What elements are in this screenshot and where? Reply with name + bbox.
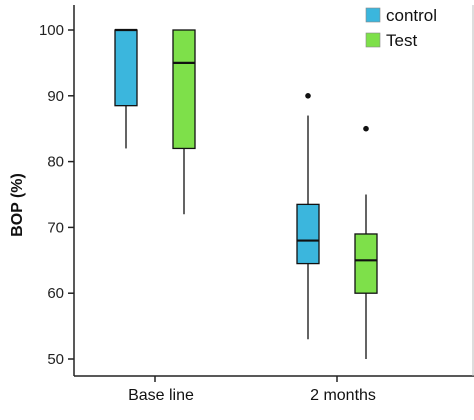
legend-label-control: control <box>386 6 437 25</box>
y-tick-label: 60 <box>47 285 64 302</box>
y-axis-title: BOP (%) <box>9 173 26 237</box>
box-iqr <box>172 29 196 150</box>
x-ticks: Base line 2 months <box>128 376 376 404</box>
outlier-point <box>363 125 369 132</box>
legend-swatch-control <box>365 7 381 23</box>
box-test-0 <box>172 29 196 215</box>
legend-label-test: Test <box>386 31 417 50</box>
y-tick-label: 90 <box>47 88 64 105</box>
axes <box>73 5 474 377</box>
y-tick-label: 100 <box>39 22 64 39</box>
box-control-0 <box>114 28 138 149</box>
y-tick-label: 80 <box>47 154 64 171</box>
y-ticks: 50 60 70 80 90 100 <box>39 22 74 368</box>
y-tick-label: 70 <box>47 219 64 236</box>
x-category-label: 2 months <box>310 387 376 404</box>
boxes <box>114 28 378 359</box>
legend: control Test <box>365 6 437 50</box>
box-test-1 <box>354 125 378 359</box>
box-iqr <box>354 233 378 294</box>
box-iqr <box>114 29 138 107</box>
y-tick-label: 50 <box>47 351 64 368</box>
box-control-1 <box>296 93 320 340</box>
x-category-label: Base line <box>128 387 194 404</box>
box-iqr <box>296 203 320 265</box>
legend-swatch-test <box>365 32 381 48</box>
outlier-point <box>305 93 311 99</box>
